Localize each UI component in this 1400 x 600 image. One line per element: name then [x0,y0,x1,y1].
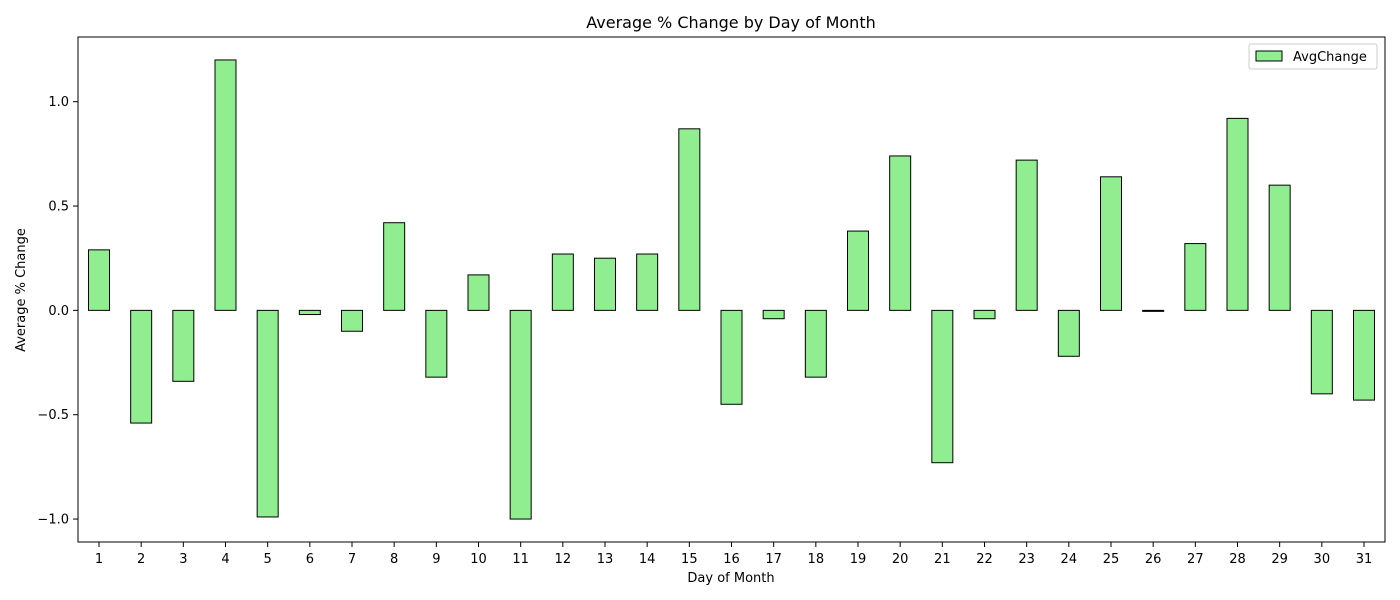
legend: AvgChange [1248,43,1378,70]
y-axis: −1.0 −0.5 0.0 0.5 1.0 [37,95,78,528]
x-tick-label: 15 [681,552,698,567]
x-tick-label: 30 [1314,552,1331,567]
y-tick-label: −1.0 [37,513,69,528]
x-tick-label: 29 [1271,552,1288,567]
x-tick-label: 21 [934,552,951,567]
bar-day-25 [1100,176,1122,311]
bar-day-23 [1015,159,1038,311]
x-tick-label: 7 [348,552,356,567]
y-tick-label: 0.5 [48,200,69,215]
bar-day-22 [973,309,996,320]
x-tick-label: 10 [470,552,487,567]
bar-day-20 [889,155,912,311]
bar-day-12 [551,253,574,311]
bar-day-5 [256,309,279,518]
x-tick-label: 27 [1187,552,1204,567]
x-tick-label: 9 [432,552,440,567]
x-tick-label: 25 [1103,552,1120,567]
x-tick-label: 23 [1018,552,1035,567]
bar-day-28 [1226,117,1249,311]
bar-day-11 [509,309,532,520]
x-tick-label: 28 [1229,552,1246,567]
x-tick-label: 3 [179,552,187,567]
x-tick-label: 31 [1356,552,1373,567]
bar-day-4 [214,59,237,311]
y-axis-label: Average % Change [14,228,29,352]
x-tick-label: 1 [95,552,103,567]
bar-day-15 [678,128,701,311]
bar-day-9 [425,309,448,378]
bar-day-14 [636,253,659,311]
bar-day-3 [172,309,195,382]
legend-label-avgchange: AvgChange [1293,50,1367,65]
x-axis: 1 2 3 4 5 6 7 8 9 10 11 12 13 14 15 16 17 18 19 20 21 22 23 24 2… [95,542,1372,567]
bar-day-30 [1310,309,1333,395]
bar-day-1 [88,249,110,311]
x-tick-label: 24 [1061,552,1078,567]
bar-day-6 [298,309,321,316]
bars-group [88,59,1375,520]
x-tick-label: 20 [892,552,909,567]
y-tick-label: −0.5 [37,408,69,423]
bar-day-31 [1353,309,1375,401]
bar-day-27 [1184,243,1207,311]
x-tick-label: 11 [512,552,529,567]
bar-day-16 [720,309,743,405]
bar-day-17 [762,309,785,320]
bar-day-8 [383,222,406,311]
y-tick-label: 0.0 [48,304,69,319]
x-tick-label: 12 [555,552,572,567]
legend-box [1248,43,1378,70]
x-tick-label: 22 [976,552,993,567]
x-tick-label: 16 [723,552,740,567]
x-tick-label: 17 [765,552,782,567]
x-tick-label: 26 [1145,552,1162,567]
x-tick-label: 8 [390,552,398,567]
x-tick-label: 14 [639,552,656,567]
bar-day-18 [804,309,827,378]
y-tick-label: 1.0 [48,95,69,110]
legend-swatch-avgchange [1255,50,1283,62]
x-tick-label: 13 [597,552,614,567]
x-tick-label: 6 [306,552,314,567]
bar-day-29 [1268,184,1291,311]
bar-day-2 [130,309,153,424]
bar-day-21 [931,309,954,464]
x-tick-label: 4 [221,552,229,567]
bar-day-10 [467,274,490,311]
x-tick-label: 5 [264,552,272,567]
x-tick-label: 18 [808,552,825,567]
x-tick-label: 2 [137,552,145,567]
chart-title: Average % Change by Day of Month [586,13,875,32]
x-axis-label: Day of Month [687,571,774,586]
x-tick-label: 19 [850,552,867,567]
bar-day-24 [1057,309,1080,357]
bar-day-26 [1142,309,1165,312]
bar-day-19 [847,230,869,311]
bar-day-7 [341,309,363,332]
bar-day-13 [594,257,616,311]
